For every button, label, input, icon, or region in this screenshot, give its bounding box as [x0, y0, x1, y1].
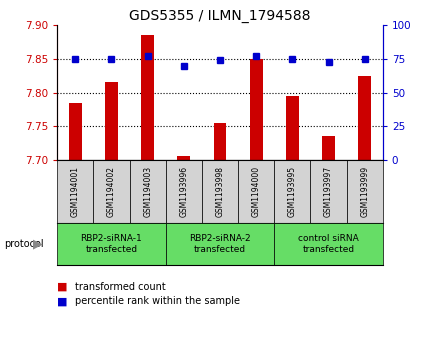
- Bar: [311, 160, 347, 223]
- Text: GSM1193996: GSM1193996: [180, 166, 188, 217]
- Bar: [93, 160, 129, 223]
- Text: RBP2-siRNA-1
transfected: RBP2-siRNA-1 transfected: [81, 234, 143, 254]
- Bar: [177, 156, 190, 160]
- Bar: [57, 160, 93, 223]
- Text: GSM1194002: GSM1194002: [107, 166, 116, 217]
- Text: ■: ■: [57, 296, 68, 306]
- Bar: [359, 76, 371, 160]
- Text: RBP2-siRNA-2
transfected: RBP2-siRNA-2 transfected: [189, 234, 251, 254]
- Bar: [286, 96, 299, 160]
- Text: GSM1194003: GSM1194003: [143, 166, 152, 217]
- Bar: [105, 82, 118, 160]
- Bar: [214, 123, 226, 160]
- Text: ■: ■: [57, 282, 68, 292]
- Bar: [250, 59, 263, 160]
- Bar: [129, 160, 166, 223]
- Bar: [141, 36, 154, 160]
- Title: GDS5355 / ILMN_1794588: GDS5355 / ILMN_1794588: [129, 9, 311, 23]
- Bar: [166, 223, 274, 265]
- Bar: [274, 223, 383, 265]
- Bar: [322, 136, 335, 160]
- Bar: [166, 160, 202, 223]
- Text: GSM1193998: GSM1193998: [216, 166, 224, 217]
- Text: GSM1194001: GSM1194001: [71, 166, 80, 217]
- Text: GSM1194000: GSM1194000: [252, 166, 260, 217]
- Bar: [202, 160, 238, 223]
- Text: GSM1193999: GSM1193999: [360, 166, 369, 217]
- Bar: [57, 223, 166, 265]
- Bar: [274, 160, 311, 223]
- Bar: [347, 160, 383, 223]
- Text: ▶: ▶: [33, 238, 43, 250]
- Text: GSM1193995: GSM1193995: [288, 166, 297, 217]
- Text: control siRNA
transfected: control siRNA transfected: [298, 234, 359, 254]
- Bar: [238, 160, 274, 223]
- Text: protocol: protocol: [4, 239, 44, 249]
- Bar: [69, 103, 82, 160]
- Text: GSM1193997: GSM1193997: [324, 166, 333, 217]
- Text: transformed count: transformed count: [75, 282, 165, 292]
- Text: percentile rank within the sample: percentile rank within the sample: [75, 296, 240, 306]
